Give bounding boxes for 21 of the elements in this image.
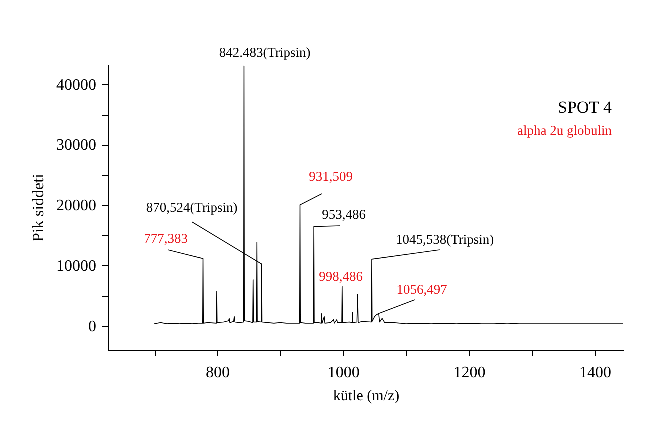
- x-tick-label: 1400: [580, 364, 612, 382]
- y-tick-label: 0: [88, 318, 96, 336]
- text: SPOT 4: [558, 98, 612, 117]
- text: alpha 2u globulin: [518, 123, 612, 138]
- annotation: 1045,538(Tripsin): [396, 232, 494, 247]
- y-tick-label: 20000: [56, 198, 96, 215]
- x-tick-label: 1200: [454, 364, 486, 382]
- annotation: 998,486: [319, 269, 364, 284]
- x-tick-label: 800: [206, 364, 230, 382]
- annotation: 953,486: [322, 207, 366, 222]
- y-tick-label: 10000: [56, 258, 96, 275]
- annotation: 931,509: [309, 169, 354, 184]
- annotation: 777,383: [144, 231, 188, 246]
- y-tick-label: 40000: [56, 76, 96, 94]
- y-axis-title: Pik siddeti: [30, 173, 48, 242]
- annotation: 1056,497: [396, 282, 448, 297]
- annotation: 870,524(Tripsin): [146, 200, 238, 215]
- x-tick-label: 1000: [328, 364, 360, 382]
- y-tick-label: 30000: [56, 137, 96, 154]
- x-axis-title: kütle (m/z): [333, 388, 400, 404]
- annotation: 842.483(Tripsin): [219, 45, 311, 60]
